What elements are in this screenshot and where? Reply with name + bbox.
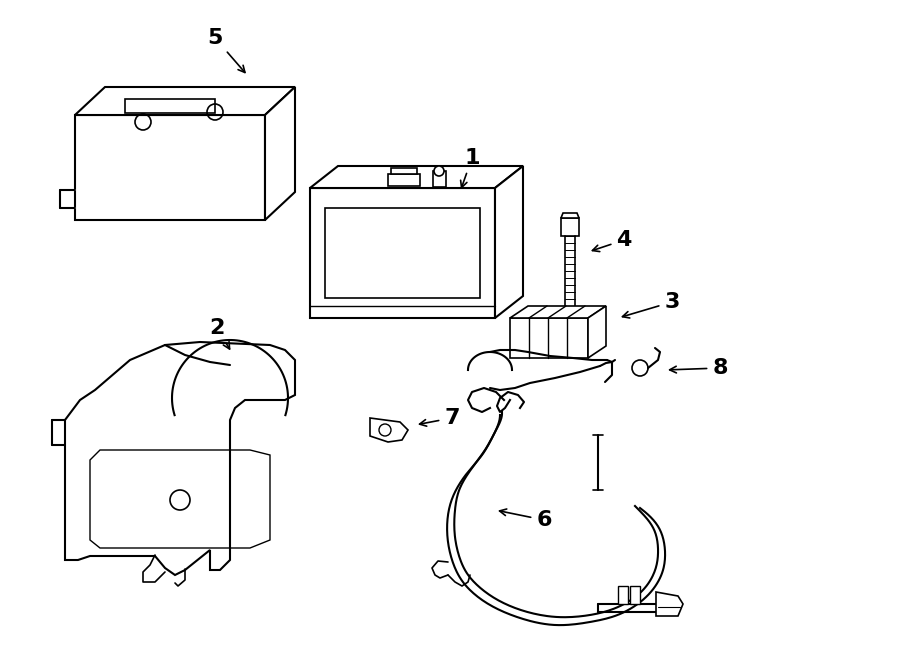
- Polygon shape: [65, 342, 295, 575]
- Polygon shape: [75, 115, 265, 220]
- Polygon shape: [495, 166, 523, 318]
- Polygon shape: [630, 586, 640, 604]
- Polygon shape: [433, 171, 446, 187]
- Text: 4: 4: [592, 230, 632, 252]
- Polygon shape: [388, 174, 420, 186]
- Polygon shape: [561, 213, 579, 218]
- Text: 5: 5: [207, 28, 245, 73]
- Text: 8: 8: [670, 358, 728, 378]
- Polygon shape: [618, 586, 628, 604]
- Polygon shape: [510, 306, 606, 318]
- Text: 6: 6: [500, 509, 552, 530]
- Polygon shape: [510, 318, 588, 358]
- Polygon shape: [370, 418, 408, 442]
- Polygon shape: [561, 218, 579, 236]
- Polygon shape: [588, 306, 606, 358]
- Polygon shape: [310, 188, 495, 318]
- Polygon shape: [310, 166, 523, 188]
- Polygon shape: [75, 87, 295, 115]
- Text: 7: 7: [419, 408, 460, 428]
- Polygon shape: [391, 168, 417, 174]
- Text: 2: 2: [210, 318, 230, 349]
- Polygon shape: [265, 87, 295, 220]
- Text: 1: 1: [461, 148, 480, 188]
- Circle shape: [434, 166, 444, 176]
- Text: 3: 3: [623, 292, 680, 318]
- Polygon shape: [656, 592, 683, 616]
